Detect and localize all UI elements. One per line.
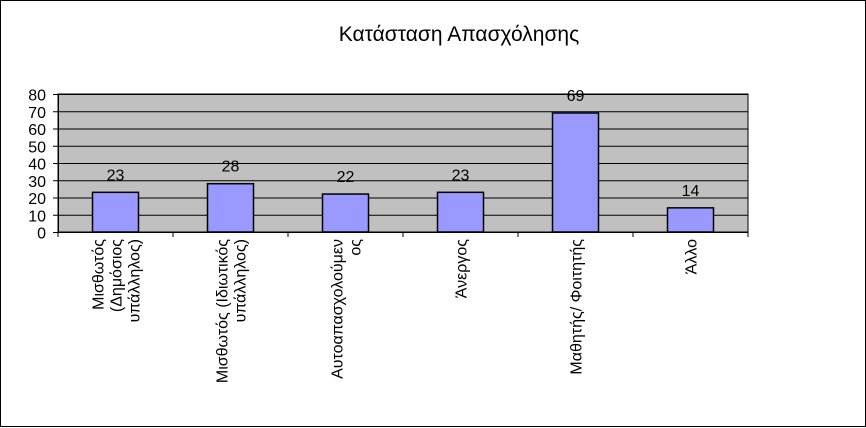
- data-label: 22: [337, 169, 355, 186]
- y-tick-label: 50: [28, 139, 46, 156]
- category-label-line: Άνεργος: [454, 239, 471, 299]
- bar: [206, 182, 255, 233]
- category-label: Μισθωτός (Ιδιωτικός υπάλληλος): [215, 239, 250, 383]
- y-tick-label: 10: [28, 208, 46, 225]
- gridlines: [58, 94, 748, 216]
- chart-title: Κατάσταση Απασχόλησης: [339, 23, 579, 46]
- category-label-line: Μισθωτός: [91, 239, 108, 310]
- category-label-line: υπάλληλος): [233, 239, 250, 322]
- y-tick-label: 0: [37, 226, 46, 243]
- axes: [53, 94, 749, 237]
- bar: [551, 112, 600, 233]
- data-label: 23: [107, 167, 125, 184]
- y-tick-label: 30: [28, 174, 46, 191]
- category-label: Άλλο: [684, 239, 701, 274]
- category-label-line: Άλλο: [684, 239, 701, 274]
- category-label-line: (Δημόσιος: [109, 239, 126, 312]
- category-label: Αυτοαπασχολούμεν ος: [330, 239, 365, 379]
- data-label: 23: [452, 167, 470, 184]
- bar: [321, 193, 370, 233]
- bars: [91, 112, 715, 233]
- data-label: 28: [222, 159, 240, 176]
- category-label-line: Αυτοαπασχολούμεν: [330, 239, 347, 379]
- category-label-line: Μαθητής/ Φοιτητής: [569, 239, 586, 375]
- data-label: 69: [567, 88, 585, 105]
- bar: [436, 191, 485, 233]
- y-tick-label: 60: [28, 122, 46, 139]
- category-label-line: ος: [348, 239, 365, 256]
- y-tick-label: 20: [28, 191, 46, 208]
- bar: [666, 207, 715, 233]
- category-label: Μαθητής/ Φοιτητής: [569, 239, 586, 375]
- category-labels: Μισθωτός (Δημόσιος υπάλληλος) Μισθωτός (Ιδι…: [91, 239, 701, 383]
- category-label: Άνεργος: [454, 239, 471, 299]
- y-tick-label: 40: [28, 157, 46, 174]
- data-label: 14: [682, 183, 700, 200]
- y-tick-label: 80: [28, 88, 46, 105]
- category-label: Μισθωτός (Δημόσιος υπάλληλος): [91, 239, 144, 323]
- bar: [91, 191, 140, 233]
- category-label-line: Μισθωτός (Ιδιωτικός: [215, 239, 232, 383]
- y-tick-label: 70: [28, 105, 46, 122]
- category-label-line: υπάλληλος): [127, 239, 144, 322]
- data-labels: 23 28 22 23 69 14: [107, 88, 700, 200]
